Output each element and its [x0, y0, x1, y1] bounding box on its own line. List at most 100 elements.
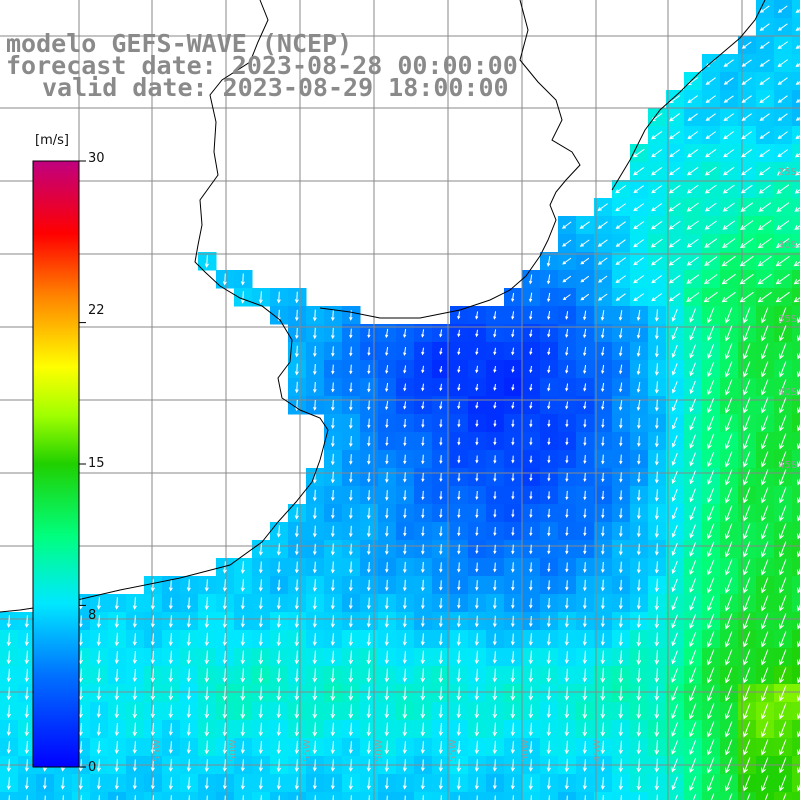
wind-arrow — [96, 686, 102, 701]
wind-arrow — [777, 23, 788, 31]
wind-arrow — [493, 526, 497, 537]
wind-arrow — [278, 795, 280, 800]
wind-arrow — [348, 561, 353, 574]
wind-arrow — [582, 633, 587, 646]
wind-arrow — [743, 649, 751, 666]
wind-arrow — [348, 650, 354, 665]
wind-arrow — [384, 722, 390, 737]
coastline-segment — [0, 0, 329, 613]
wind-arrow — [797, 514, 800, 522]
wind-arrow — [294, 615, 299, 628]
wind-arrow — [636, 382, 641, 393]
wind-arrow — [779, 685, 787, 702]
wind-arrow — [707, 739, 715, 756]
wind-arrow — [725, 613, 733, 630]
wind-arrow — [474, 777, 479, 790]
wind-arrow — [779, 415, 787, 432]
wind-arrow — [793, 297, 800, 303]
wind-arrow — [782, 793, 787, 800]
wind-arrow — [704, 238, 718, 248]
wind-arrow — [618, 543, 623, 556]
wind-arrow — [385, 418, 389, 429]
wind-arrow — [402, 686, 408, 701]
wind-arrow — [795, 9, 800, 13]
wind-arrow — [636, 489, 641, 502]
wind-arrow — [725, 721, 733, 738]
wind-arrow — [420, 741, 425, 754]
wind-arrow — [633, 256, 645, 266]
wind-arrow — [348, 741, 353, 754]
wind-arrow — [529, 544, 533, 555]
wind-arrow — [114, 597, 119, 610]
wind-arrow — [707, 433, 715, 450]
wind-arrow — [258, 777, 263, 790]
wind-arrow — [775, 238, 790, 249]
wind-arrow — [421, 401, 425, 410]
wind-arrow — [438, 615, 443, 628]
wind-arrow — [475, 329, 479, 338]
wind-arrow — [222, 722, 228, 737]
wind-arrow — [686, 184, 699, 194]
wind-arrow — [24, 759, 29, 772]
wind-arrow — [493, 419, 497, 428]
wind-arrow — [602, 794, 604, 800]
wind-arrow — [547, 365, 551, 374]
wind-arrow — [366, 650, 372, 665]
wind-arrow — [493, 473, 497, 482]
wind-arrow — [671, 685, 679, 701]
wind-arrow — [601, 400, 605, 411]
wind-arrow — [654, 686, 660, 701]
colorbar — [32, 160, 80, 768]
wind-arrow — [600, 650, 606, 665]
wind-arrow — [725, 505, 733, 522]
wind-arrow — [204, 740, 210, 755]
wind-arrow — [580, 275, 590, 283]
wind-arrow — [582, 650, 588, 665]
wind-arrow — [312, 543, 317, 556]
wind-arrow — [385, 347, 389, 356]
wind-arrow — [779, 433, 787, 450]
wind-arrow — [618, 597, 623, 610]
wind-arrow — [312, 633, 317, 646]
wind-arrow — [761, 667, 769, 684]
wind-arrow — [797, 730, 800, 738]
wind-arrow — [78, 686, 84, 701]
wind-arrow — [689, 631, 697, 647]
wind-arrow — [312, 704, 318, 719]
wind-arrow — [24, 740, 30, 755]
wind-arrow — [633, 238, 645, 248]
wind-cell — [792, 504, 800, 523]
wind-arrow — [439, 437, 443, 446]
wind-arrow — [797, 712, 800, 720]
wind-arrow — [367, 400, 371, 411]
wind-arrow — [240, 704, 246, 719]
wind-arrow — [348, 668, 354, 683]
wind-arrow — [671, 614, 679, 629]
wind-arrow — [671, 776, 678, 791]
wind-arrow — [492, 615, 497, 628]
wind-arrow — [797, 766, 800, 774]
wind-arrow — [636, 614, 642, 629]
wind-arrow — [761, 307, 769, 324]
wind-arrow — [403, 508, 407, 519]
wind-arrow — [633, 185, 645, 194]
wind-arrow — [349, 328, 353, 339]
wind-arrow — [547, 401, 551, 410]
wind-arrow — [704, 202, 717, 212]
wind-arrow — [547, 491, 551, 500]
wind-arrow — [168, 668, 174, 683]
wind-arrow — [420, 722, 426, 737]
wind-arrow — [528, 777, 533, 790]
wind-arrow — [240, 722, 246, 737]
wind-arrow — [761, 523, 769, 540]
wind-arrow — [671, 326, 678, 340]
wind-arrow — [725, 541, 733, 558]
wind-arrow — [743, 451, 751, 468]
wind-arrow — [725, 577, 733, 594]
wind-arrow — [723, 130, 735, 140]
wind-arrow — [601, 418, 605, 429]
wind-arrow — [529, 598, 533, 609]
wind-arrow — [761, 559, 769, 576]
wind-arrow — [24, 632, 29, 647]
wind-arrow — [618, 758, 624, 773]
